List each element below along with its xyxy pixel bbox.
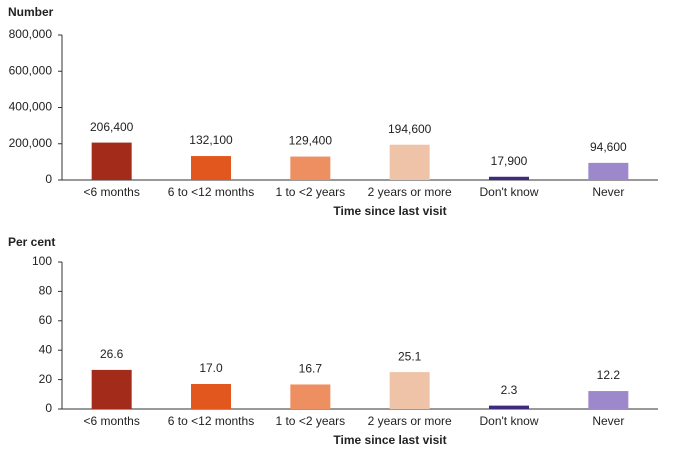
value-label: 25.1: [398, 349, 422, 363]
bar: [489, 176, 529, 180]
x-tick-label: Never: [592, 414, 624, 428]
y-axis-title: Per cent: [8, 235, 55, 249]
value-label: 94,600: [590, 140, 627, 154]
value-label: 206,400: [90, 120, 134, 134]
bar: [389, 144, 430, 180]
bar: [91, 369, 132, 409]
x-tick-label: 1 to <2 years: [275, 414, 345, 428]
y-tick-label: 80: [39, 284, 53, 298]
y-tick-label: 40: [39, 342, 53, 356]
x-tick-label: 6 to <12 months: [168, 414, 254, 428]
value-label: 2.3: [501, 383, 518, 397]
x-tick-label: Don't know: [480, 185, 539, 199]
value-label: 26.6: [100, 347, 124, 361]
y-tick-label: 0: [45, 401, 52, 415]
x-tick-label: 2 years or more: [368, 414, 452, 428]
bar: [588, 162, 629, 180]
value-label: 132,100: [189, 133, 233, 147]
x-axis-title: Time since last visit: [333, 204, 446, 218]
bar: [91, 142, 132, 180]
x-axis-title: Time since last visit: [333, 433, 446, 447]
x-tick-label: <6 months: [83, 414, 139, 428]
bar: [290, 156, 331, 180]
x-tick-label: 1 to <2 years: [275, 185, 345, 199]
bar: [588, 391, 629, 409]
y-tick-label: 400,000: [9, 100, 53, 114]
x-tick-label: <6 months: [83, 185, 139, 199]
value-label: 12.2: [597, 368, 621, 382]
bar: [290, 384, 331, 409]
value-label: 16.7: [299, 362, 323, 376]
y-tick-label: 200,000: [9, 136, 53, 150]
x-tick-label: Never: [592, 185, 624, 199]
bar: [489, 405, 529, 409]
y-tick-label: 100: [32, 254, 52, 268]
value-label: 17.0: [199, 361, 223, 375]
y-tick-label: 20: [39, 372, 53, 386]
value-label: 17,900: [491, 154, 528, 168]
x-tick-label: 6 to <12 months: [168, 185, 254, 199]
y-axis-title: Number: [8, 5, 54, 19]
y-tick-label: 600,000: [9, 63, 53, 77]
y-tick-label: 0: [45, 172, 52, 186]
value-label: 194,600: [388, 122, 432, 136]
x-tick-label: 2 years or more: [368, 185, 452, 199]
bar: [389, 372, 430, 409]
y-tick-label: 800,000: [9, 27, 53, 41]
bar: [191, 384, 231, 409]
value-label: 129,400: [289, 134, 333, 148]
bar: [191, 156, 231, 180]
x-tick-label: Don't know: [480, 414, 539, 428]
y-tick-label: 60: [39, 313, 53, 327]
